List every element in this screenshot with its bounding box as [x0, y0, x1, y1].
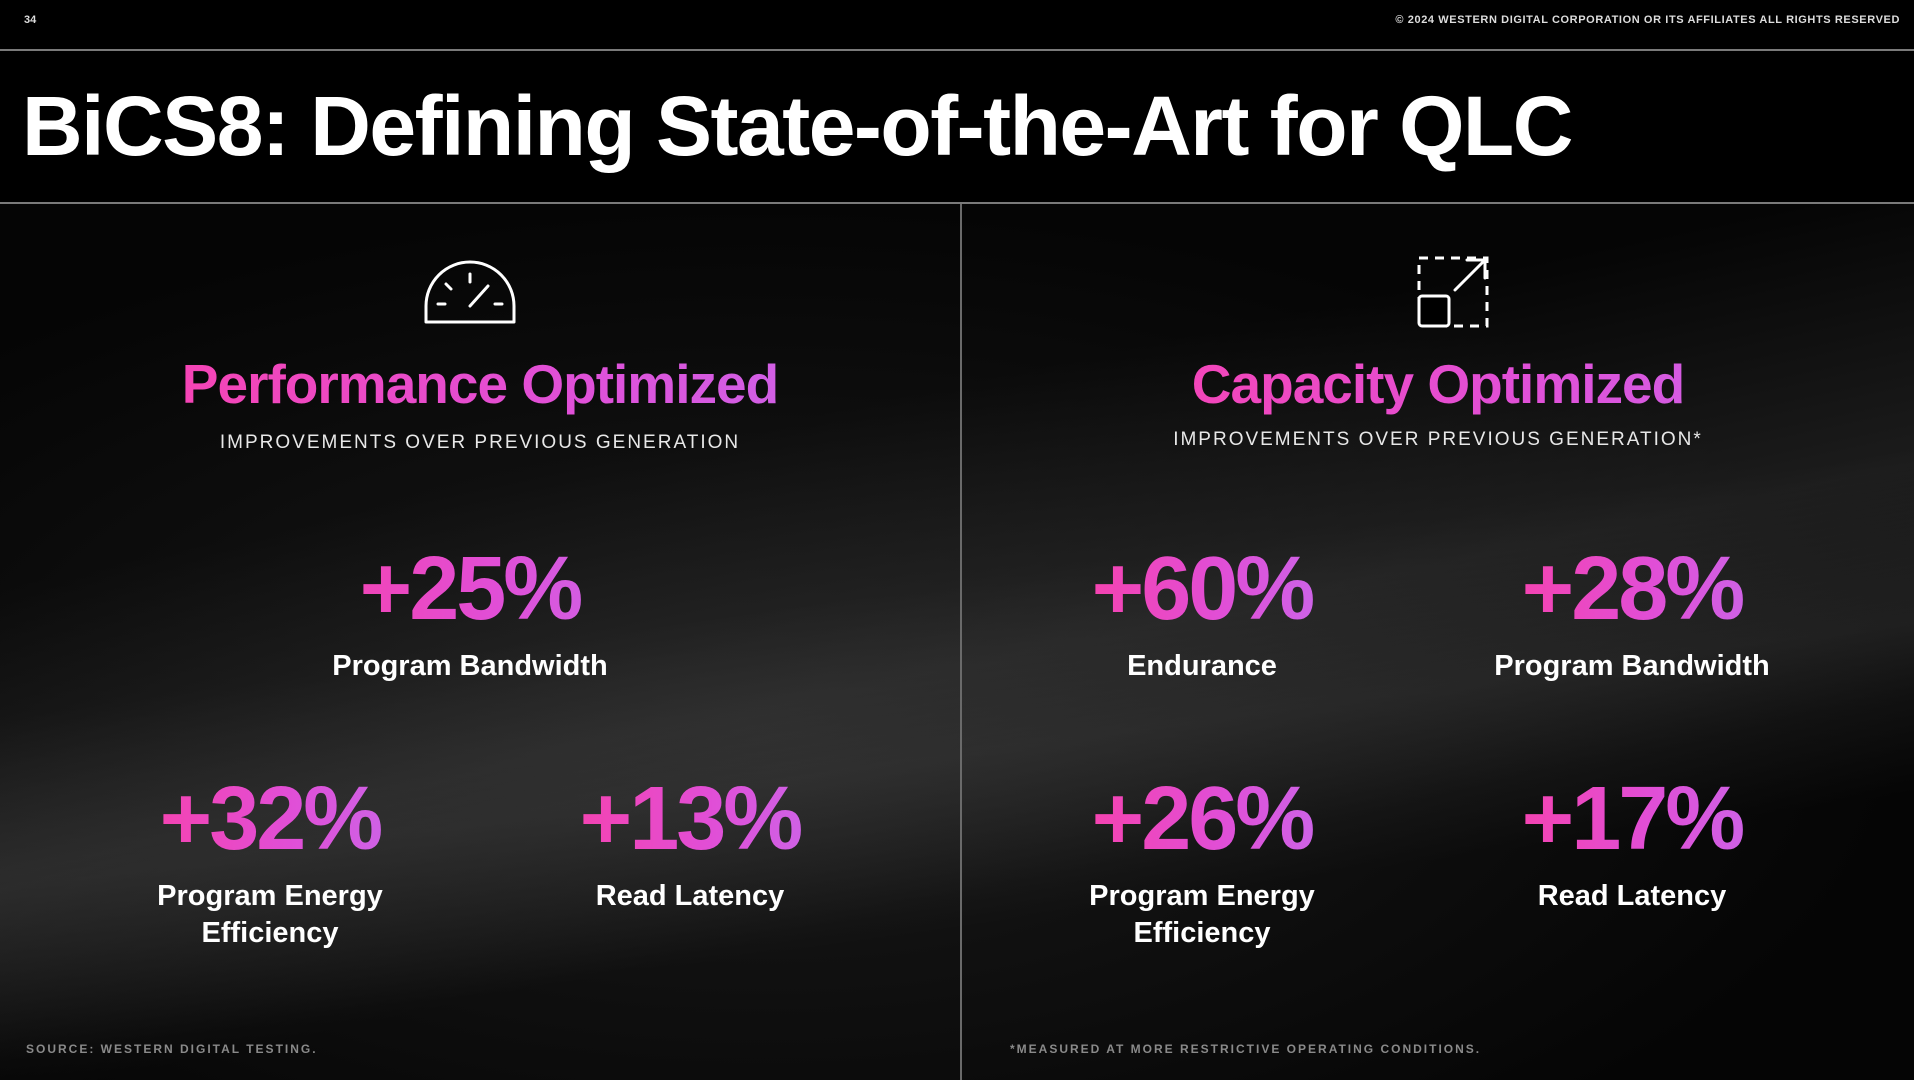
title-divider	[0, 202, 1914, 204]
capacity-heading: Capacity Optimized	[962, 352, 1914, 416]
slide-number: 34	[24, 14, 37, 26]
header-divider	[0, 49, 1914, 51]
stat-label: Read Latency	[595, 880, 785, 912]
stat-value: +25%	[230, 544, 710, 634]
stat-program-energy-efficiency: +32% Program Energy Efficiency	[80, 774, 460, 952]
stat-value: +17%	[1442, 774, 1822, 864]
stat-value: +28%	[1442, 544, 1822, 634]
stat-label-line2: Efficiency	[201, 917, 339, 949]
stat-label-line1: Program Energy	[157, 880, 383, 912]
stat-label: Read Latency	[1537, 880, 1727, 912]
speedometer-icon	[424, 260, 516, 324]
stat-label: Program Energy Efficiency	[80, 878, 460, 952]
background-texture	[0, 202, 1914, 1080]
stat-endurance: +60% Endurance	[1022, 544, 1382, 685]
source-footnote: SOURCE: WESTERN DIGITAL TESTING.	[26, 1042, 318, 1056]
capacity-panel: Capacity Optimized IMPROVEMENTS OVER PRE…	[962, 204, 1914, 1080]
performance-heading: Performance Optimized	[0, 352, 960, 416]
stat-program-bandwidth: +25% Program Bandwidth	[230, 544, 710, 685]
performance-subheading: IMPROVEMENTS OVER PREVIOUS GENERATION	[219, 432, 741, 453]
stat-label: Program Bandwidth	[332, 650, 608, 682]
stat-value: +60%	[1022, 544, 1382, 634]
panel-divider	[960, 204, 962, 1080]
stat-program-energy-efficiency: +26% Program Energy Efficiency	[1022, 774, 1382, 952]
stat-value: +26%	[1022, 774, 1382, 864]
stat-read-latency: +13% Read Latency	[500, 774, 880, 915]
stat-value: +32%	[80, 774, 460, 864]
stat-label: Program Bandwidth	[1494, 650, 1770, 682]
expand-capacity-icon	[1417, 256, 1489, 328]
capacity-subheading: IMPROVEMENTS OVER PREVIOUS GENERATION*	[1173, 429, 1703, 450]
copyright-notice: © 2024 WESTERN DIGITAL CORPORATION OR IT…	[1395, 14, 1900, 26]
stat-read-latency: +17% Read Latency	[1442, 774, 1822, 915]
stat-label: Program Energy Efficiency	[1022, 878, 1382, 952]
performance-panel: Performance Optimized IMPROVEMENTS OVER …	[0, 204, 960, 1080]
conditions-footnote: *MEASURED AT MORE RESTRICTIVE OPERATING …	[1010, 1042, 1482, 1056]
stat-label: Endurance	[1127, 650, 1277, 682]
stat-label-line2: Efficiency	[1133, 917, 1271, 949]
stat-label-line1: Program Energy	[1089, 880, 1315, 912]
slide-title: BiCS8: Defining State-of-the-Art for QLC	[22, 79, 1573, 173]
stat-value: +13%	[500, 774, 880, 864]
stat-program-bandwidth: +28% Program Bandwidth	[1442, 544, 1822, 685]
